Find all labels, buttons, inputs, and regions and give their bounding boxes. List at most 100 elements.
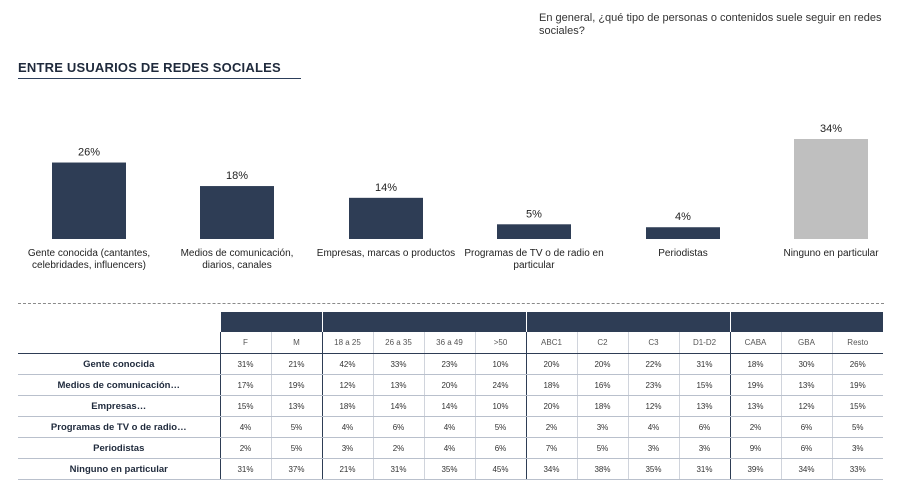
table-cell: 13% xyxy=(372,374,424,396)
value-label-4: 5% xyxy=(526,208,542,220)
bar-3 xyxy=(349,197,423,239)
category-label-2: Medios de comunicación, diarios, canales xyxy=(181,248,294,271)
table-cell: 3% xyxy=(321,437,373,459)
row-label: Gente conocida xyxy=(18,353,220,375)
table-cell: 12% xyxy=(321,374,373,396)
band-region xyxy=(729,312,883,332)
column-header: 26 a 35 xyxy=(372,332,424,354)
table-cell: 15% xyxy=(678,374,730,396)
table-cell: 6% xyxy=(678,416,730,438)
table-cell: 14% xyxy=(372,395,424,417)
band-blank xyxy=(18,312,220,332)
row-label: Medios de comunicación… xyxy=(18,374,220,396)
bar-1 xyxy=(52,162,126,239)
table-cell: 6% xyxy=(372,416,424,438)
column-header: 36 a 49 xyxy=(423,332,475,354)
table-row: Empresas… 15% 13% 18% 14% 14% 10% 20% 18% 12% 13% 1… xyxy=(18,395,883,417)
value-label-6: 34% xyxy=(820,123,842,135)
table-cell: 6% xyxy=(780,416,832,438)
table-cell: 35% xyxy=(423,458,475,480)
table-cell: 3% xyxy=(831,437,883,459)
table-cell: 34% xyxy=(525,458,577,480)
column-header: Resto xyxy=(831,332,883,354)
table-cell: 37% xyxy=(270,458,322,480)
table-cell: 15% xyxy=(831,395,883,417)
table-cell: 5% xyxy=(270,416,322,438)
column-header: CABA xyxy=(729,332,781,354)
table-cell: 15% xyxy=(219,395,271,417)
table-cell: 23% xyxy=(423,353,475,375)
survey-question: En general, ¿qué tipo de personas o cont… xyxy=(539,12,882,37)
table-cell: 4% xyxy=(219,416,271,438)
crosstab-table: F M 18 a 25 26 a 35 36 a 49 >50 ABC1 C2 C3 D1-D2 C… xyxy=(18,312,883,480)
table-cell: 5% xyxy=(831,416,883,438)
row-label: Programas de TV o de radio… xyxy=(18,416,220,438)
table-cell: 31% xyxy=(678,458,730,480)
table-cell: 31% xyxy=(219,458,271,480)
row-label: Ninguno en particular xyxy=(18,458,220,480)
table-cell: 42% xyxy=(321,353,373,375)
table-cell: 12% xyxy=(780,395,832,417)
bar-6 xyxy=(794,139,868,239)
table-cell: 31% xyxy=(372,458,424,480)
bar-5 xyxy=(646,227,720,239)
table-cell: 13% xyxy=(678,395,730,417)
table-cell: 31% xyxy=(219,353,271,375)
table-row: Ninguno en particular 31% 37% 21% 31% 35% 45% 3… xyxy=(18,458,883,480)
bar-2 xyxy=(200,186,274,239)
table-cell: 4% xyxy=(423,437,475,459)
table-cell: 5% xyxy=(576,437,628,459)
band-nse xyxy=(525,312,730,332)
value-label-5: 4% xyxy=(675,211,691,223)
table-cell: 12% xyxy=(627,395,679,417)
table-cell: 33% xyxy=(372,353,424,375)
table-cell: 6% xyxy=(474,437,526,459)
header-blank xyxy=(18,332,220,354)
table-cell: 20% xyxy=(525,353,577,375)
section-divider xyxy=(18,303,884,304)
category-label-6: Ninguno en particular xyxy=(783,248,879,259)
table-row: Gente conocida 31% 21% 42% 33% 23% 10% 20% 20% 22… xyxy=(18,353,883,375)
table-cell: 3% xyxy=(627,437,679,459)
table-cell: 20% xyxy=(576,353,628,375)
table-cell: 18% xyxy=(321,395,373,417)
table-cell: 35% xyxy=(627,458,679,480)
table-cell: 39% xyxy=(729,458,781,480)
table-cell: 3% xyxy=(576,416,628,438)
column-header: D1-D2 xyxy=(678,332,730,354)
table-cell: 13% xyxy=(270,395,322,417)
table-cell: 30% xyxy=(780,353,832,375)
column-header: M xyxy=(270,332,322,354)
table-cell: 5% xyxy=(474,416,526,438)
table-cell: 21% xyxy=(270,353,322,375)
category-label-3: Empresas, marcas o productos xyxy=(317,248,455,259)
table-cell: 9% xyxy=(729,437,781,459)
table-cell: 26% xyxy=(831,353,883,375)
table-cell: 10% xyxy=(474,353,526,375)
table-cell: 21% xyxy=(321,458,373,480)
band-gender xyxy=(219,312,322,332)
table-cell: 7% xyxy=(525,437,577,459)
table-cell: 18% xyxy=(576,395,628,417)
table-cell: 45% xyxy=(474,458,526,480)
table-cell: 2% xyxy=(525,416,577,438)
column-header: ABC1 xyxy=(525,332,577,354)
table-cell: 19% xyxy=(270,374,322,396)
value-label-1: 26% xyxy=(78,147,100,159)
section-title: ENTRE USUARIOS DE REDES SOCIALES xyxy=(18,60,281,75)
table-cell: 20% xyxy=(423,374,475,396)
band-age xyxy=(321,312,526,332)
table-cell: 19% xyxy=(729,374,781,396)
table-cell: 24% xyxy=(474,374,526,396)
table-cell: 4% xyxy=(627,416,679,438)
table-cell: 22% xyxy=(627,353,679,375)
column-header: 18 a 25 xyxy=(321,332,373,354)
title-underline xyxy=(18,78,301,79)
column-header: C3 xyxy=(627,332,679,354)
table-cell: 33% xyxy=(831,458,883,480)
table-cell: 3% xyxy=(678,437,730,459)
table-cell: 34% xyxy=(780,458,832,480)
column-header: F xyxy=(219,332,271,354)
table-cell: 4% xyxy=(423,416,475,438)
table-cell: 2% xyxy=(729,416,781,438)
